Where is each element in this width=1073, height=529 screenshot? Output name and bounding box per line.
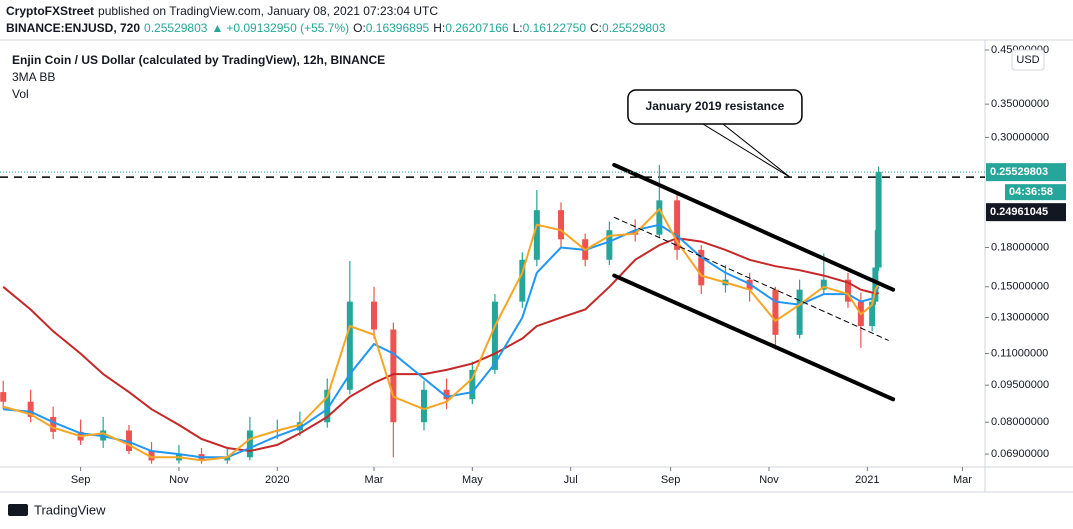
price-label-box bbox=[986, 163, 1066, 182]
candle-body bbox=[443, 389, 450, 400]
candle-body bbox=[125, 430, 132, 452]
candle-body bbox=[844, 279, 851, 302]
callout-text: January 2019 resistance bbox=[646, 99, 785, 113]
price-label-box bbox=[986, 203, 1066, 222]
y-tick-label: 0.13000000 bbox=[991, 312, 1049, 324]
candle-body bbox=[371, 301, 378, 330]
change: +0.09132950 (+55.7%) bbox=[226, 21, 349, 35]
candle-body bbox=[558, 210, 565, 240]
candle-body bbox=[420, 389, 427, 423]
candle-body bbox=[869, 301, 876, 327]
ma-line bbox=[2, 207, 880, 462]
footer: TradingView bbox=[8, 502, 106, 517]
y-tick-label: 0.18000000 bbox=[991, 241, 1049, 253]
candle-body bbox=[469, 369, 476, 400]
x-tick-label: 2020 bbox=[265, 474, 289, 486]
x-tick-label: Nov bbox=[169, 474, 189, 486]
candle-body bbox=[346, 301, 353, 390]
legend-text: 3MA BB bbox=[12, 70, 55, 84]
x-tick-label: Mar bbox=[365, 474, 384, 486]
ohlc-label: O: bbox=[353, 21, 366, 35]
y-tick-label: 0.15000000 bbox=[991, 281, 1049, 293]
ohlc-label: H: bbox=[433, 21, 445, 35]
callout-pointer bbox=[702, 123, 791, 178]
candle-body bbox=[656, 200, 663, 235]
y-tick-label: 0.09500000 bbox=[991, 379, 1049, 391]
countdown: 04:36:58 bbox=[1009, 186, 1053, 198]
callout-pointer bbox=[722, 123, 791, 178]
y-tick-label: 0.08000000 bbox=[991, 416, 1049, 428]
arrow: ▲ bbox=[211, 21, 223, 35]
x-tick-label: Jul bbox=[564, 474, 578, 486]
candle-body bbox=[0, 392, 7, 402]
ohlc-value: 0.16396895 bbox=[366, 21, 430, 35]
candle-body bbox=[148, 451, 155, 461]
x-tick-label: Sep bbox=[71, 474, 91, 486]
candle-body bbox=[606, 230, 613, 260]
ma-line bbox=[3, 223, 880, 459]
candle-body bbox=[324, 389, 331, 423]
ma-line bbox=[2, 237, 880, 453]
logo bbox=[8, 504, 28, 516]
currency-box bbox=[1011, 49, 1045, 71]
x-tick-label: May bbox=[462, 474, 483, 486]
published: published on TradingView.com, January 08… bbox=[98, 4, 438, 18]
ohlc-value: 0.26207166 bbox=[445, 21, 509, 35]
candle-body bbox=[246, 430, 253, 458]
candle-body bbox=[698, 249, 705, 286]
trendline bbox=[613, 216, 889, 341]
candle-body bbox=[875, 172, 882, 268]
trendline bbox=[612, 273, 896, 402]
y-tick-label: 0.35000000 bbox=[991, 98, 1049, 110]
candle-body bbox=[491, 301, 498, 370]
candle-body bbox=[533, 210, 540, 260]
header-line: CryptoFXStreet published on TradingView.c… bbox=[6, 4, 438, 18]
currency: USD bbox=[1016, 54, 1039, 66]
trendline bbox=[612, 162, 896, 292]
y-tick-label: 0.06900000 bbox=[991, 448, 1049, 460]
candle-body bbox=[772, 289, 779, 335]
candle-body bbox=[224, 457, 231, 461]
symbol-line: BINANCE:ENJUSD, 720 0.25529803 ▲ +0.0913295… bbox=[6, 21, 666, 35]
y-tick-label: 0.30000000 bbox=[991, 131, 1049, 143]
x-tick-label: Mar bbox=[953, 474, 972, 486]
candle-body bbox=[390, 329, 397, 423]
footer-text: TradingView bbox=[34, 502, 106, 517]
candle-body bbox=[796, 289, 803, 335]
candle-body bbox=[674, 200, 681, 250]
x-tick-label: 2021 bbox=[855, 474, 879, 486]
candle-body bbox=[296, 422, 303, 431]
y-tick-label: 0.11000000 bbox=[991, 348, 1048, 360]
last-price: 0.25529803 bbox=[144, 21, 208, 35]
price-label: 0.25529803 bbox=[990, 166, 1048, 178]
candle-body bbox=[50, 416, 57, 432]
ohlc-label: L: bbox=[513, 21, 523, 35]
legend-text: Enjin Coin / US Dollar (calculated by Tr… bbox=[12, 53, 385, 67]
legend-text: Vol bbox=[12, 87, 29, 101]
ohlc-value: 0.25529803 bbox=[602, 21, 666, 35]
countdown-box bbox=[1005, 184, 1066, 201]
candle-body bbox=[872, 267, 879, 302]
callout-box bbox=[627, 89, 803, 125]
author: CryptoFXStreet bbox=[6, 4, 94, 18]
candle-body bbox=[820, 279, 827, 290]
x-tick-label: Nov bbox=[759, 474, 779, 486]
symbol: BINANCE:ENJUSD, 720 bbox=[6, 21, 140, 35]
ohlc-label: C: bbox=[590, 21, 602, 35]
x-tick-label: Sep bbox=[661, 474, 681, 486]
candle-body bbox=[519, 259, 526, 302]
price-label: 0.24961045 bbox=[990, 206, 1048, 218]
candle-body bbox=[27, 401, 34, 417]
ohlc-value: 0.16122750 bbox=[523, 21, 587, 35]
